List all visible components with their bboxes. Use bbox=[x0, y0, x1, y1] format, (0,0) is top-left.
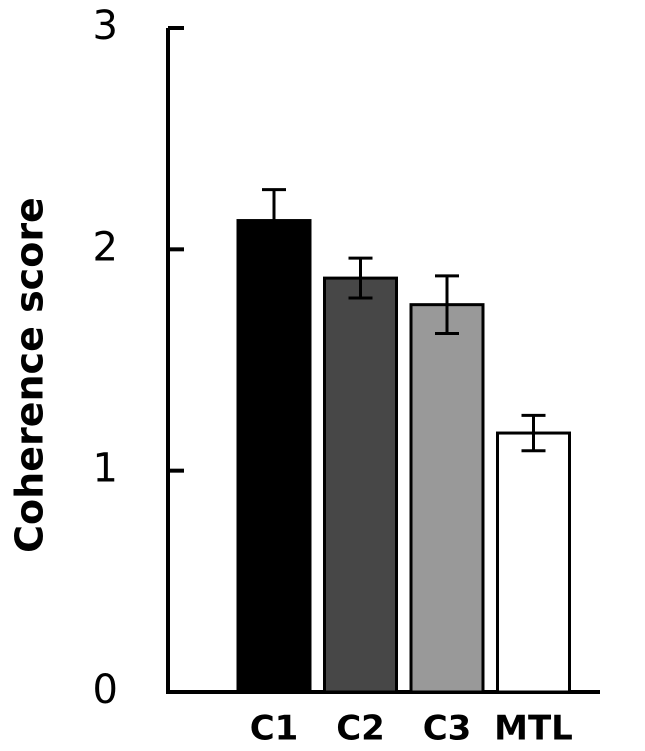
error-bar bbox=[348, 256, 373, 300]
error-bar bbox=[521, 413, 546, 453]
bar bbox=[236, 219, 312, 694]
y-tick-label: 3 bbox=[93, 3, 118, 49]
error-bar bbox=[435, 274, 459, 335]
bar bbox=[496, 431, 571, 694]
y-axis-label: Coherence score bbox=[8, 197, 52, 553]
x-tick-label: C2 bbox=[336, 709, 385, 749]
y-tick-label: 0 bbox=[93, 667, 118, 713]
x-tick-label: C3 bbox=[423, 709, 472, 749]
x-tick-label: MTL bbox=[494, 709, 573, 749]
bar bbox=[323, 276, 398, 694]
bar bbox=[409, 303, 485, 694]
y-tick-label: 1 bbox=[93, 446, 118, 492]
error-bar bbox=[262, 188, 286, 254]
y-tick-label: 2 bbox=[93, 224, 118, 270]
x-tick-label: C1 bbox=[250, 709, 299, 749]
